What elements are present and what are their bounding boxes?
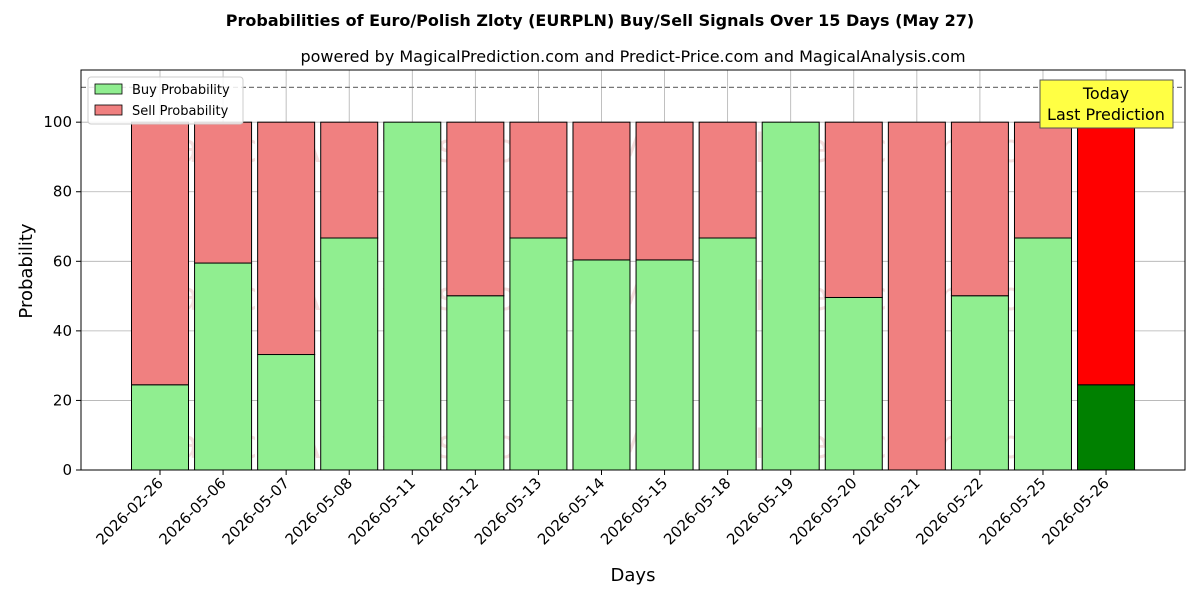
- bar-sell: [572, 121, 631, 261]
- y-tick-label: 20: [53, 391, 72, 409]
- chart-title: Probabilities of Euro/Polish Zloty (EURP…: [226, 11, 974, 30]
- bar-sell: [446, 121, 505, 297]
- bar-sell: [824, 121, 883, 298]
- bar-buy: [1077, 384, 1136, 471]
- bar-buy: [383, 121, 442, 471]
- bar-sell: [257, 121, 316, 356]
- bar-buy: [131, 384, 189, 471]
- bar-buy: [509, 237, 568, 471]
- x-axis-label: Days: [611, 565, 656, 586]
- bar-buy: [572, 259, 631, 471]
- bar-buy: [824, 296, 883, 471]
- bar-buy: [257, 354, 316, 471]
- legend-swatch-buy: [94, 83, 123, 95]
- bar-sell: [1013, 121, 1072, 239]
- bar-sell: [509, 121, 568, 239]
- today-annotation: Today Last Prediction: [1039, 79, 1174, 129]
- bar-sell: [950, 121, 1009, 297]
- bar-buy: [194, 262, 253, 471]
- legend: Buy Probability Sell Probability: [87, 76, 244, 125]
- legend-label-sell: Sell Probability: [132, 104, 229, 119]
- bar-buy: [635, 259, 694, 471]
- bar-sell: [194, 121, 253, 264]
- bar-sell: [131, 121, 189, 386]
- bar-buy: [1013, 237, 1072, 471]
- bar-buy: [761, 121, 820, 471]
- bar-buy: [320, 237, 379, 471]
- chart-subtitle: powered by MagicalPrediction.com and Pre…: [300, 47, 965, 66]
- y-tick-label: 60: [53, 252, 72, 270]
- annotation-last-prediction: Last Prediction: [1047, 105, 1165, 124]
- y-tick-label: 80: [53, 183, 72, 201]
- bar-buy: [446, 295, 505, 471]
- y-tick-label: 100: [43, 113, 72, 131]
- bars-layer: [81, 86, 1185, 471]
- bar-sell: [1077, 121, 1136, 386]
- y-tick-label: 40: [53, 322, 72, 340]
- legend-label-buy: Buy Probability: [132, 83, 230, 98]
- bar-sell: [698, 121, 757, 239]
- bar-sell: [887, 121, 946, 471]
- bar-buy: [950, 295, 1009, 471]
- legend-swatch-sell: [94, 104, 123, 116]
- y-axis-label: Probability: [16, 223, 37, 318]
- annotation-today: Today: [1082, 84, 1129, 103]
- bar-sell: [635, 121, 694, 261]
- bar-sell: [320, 121, 379, 239]
- plot-frame: [80, 69, 1186, 471]
- y-tick-label: 0: [62, 461, 72, 479]
- bar-buy: [698, 237, 757, 471]
